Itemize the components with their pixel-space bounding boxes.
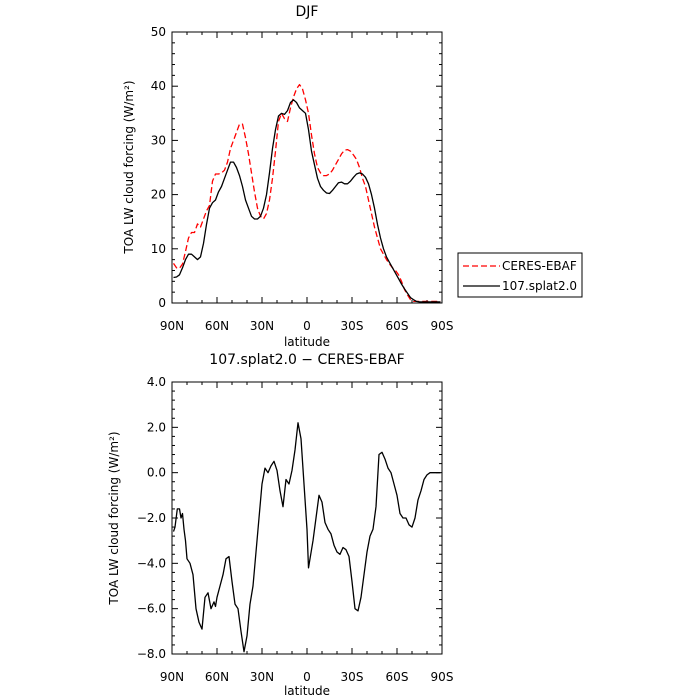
top-plot-frame: [171, 31, 443, 304]
y-tick-label: 0.0: [147, 466, 166, 480]
series-line-107-splat2-0: [173, 99, 441, 303]
bottom-plot-frame: [171, 381, 443, 655]
bottom-series-lines: [172, 422, 441, 653]
series-line-ceres-ebaf: [172, 83, 441, 303]
x-tick-label: 60N: [205, 319, 229, 333]
y-tick-label: −4.0: [137, 556, 166, 570]
x-tick-label: 30S: [341, 319, 364, 333]
y-tick-label: 10: [151, 242, 166, 256]
top-ticks: [171, 31, 443, 304]
x-tick-label: 60S: [386, 319, 409, 333]
top-x-tick-labels: 90N 60N 30N 0 30S 60S 90S: [160, 319, 454, 333]
x-tick-label: 90S: [431, 670, 454, 684]
y-tick-label: −6.0: [137, 602, 166, 616]
bottom-ticks: [171, 381, 443, 655]
y-tick-label: 30: [151, 133, 166, 147]
x-tick-label: 90N: [160, 670, 184, 684]
y-tick-label: 0: [158, 296, 166, 310]
top-series-lines: [172, 83, 441, 303]
x-tick-label: 60S: [386, 670, 409, 684]
x-tick-label: 30N: [250, 670, 274, 684]
legend: CERES-EBAF 107.splat2.0: [457, 252, 583, 298]
x-tick-label: 60N: [205, 670, 229, 684]
top-panel: DJF 0 10 20 30 40 50 90N 60N 30N 0 30S 60S 90S lati…: [122, 4, 583, 349]
bottom-y-axis-label: TOA LW cloud forcing (W/m²): [107, 431, 121, 605]
legend-label-model: 107.splat2.0: [502, 279, 577, 293]
y-tick-label: 40: [151, 79, 166, 93]
series-line-difference: [172, 422, 441, 653]
bottom-x-tick-labels: 90N 60N 30N 0 30S 60S 90S: [160, 670, 454, 684]
legend-box: [457, 252, 583, 298]
x-tick-label: 90N: [160, 319, 184, 333]
bottom-y-tick-labels: −8.0 −6.0 −4.0 −2.0 0.0 2.0 4.0: [137, 375, 166, 661]
x-tick-label: 30N: [250, 319, 274, 333]
y-tick-label: 50: [151, 25, 166, 39]
top-y-axis-label: TOA LW cloud forcing (W/m²): [122, 80, 136, 254]
y-tick-label: 20: [151, 188, 166, 202]
top-x-axis-label: latitude: [284, 335, 330, 349]
x-tick-label: 30S: [341, 670, 364, 684]
x-tick-label: 0: [303, 319, 311, 333]
legend-label-ceres: CERES-EBAF: [502, 259, 577, 273]
bottom-panel-title: 107.splat2.0 − CERES-EBAF: [209, 352, 404, 368]
y-tick-label: 4.0: [147, 375, 166, 389]
y-tick-label: −2.0: [137, 511, 166, 525]
y-tick-label: 2.0: [147, 420, 166, 434]
x-tick-label: 0: [303, 670, 311, 684]
y-tick-label: −8.0: [137, 647, 166, 661]
top-panel-title: DJF: [296, 4, 319, 20]
x-tick-label: 90S: [431, 319, 454, 333]
bottom-panel: 107.splat2.0 − CERES-EBAF −8.0 −6.0 −4.0 −2…: [107, 352, 453, 698]
bottom-x-axis-label: latitude: [284, 684, 330, 698]
top-y-tick-labels: 0 10 20 30 40 50: [151, 25, 166, 310]
